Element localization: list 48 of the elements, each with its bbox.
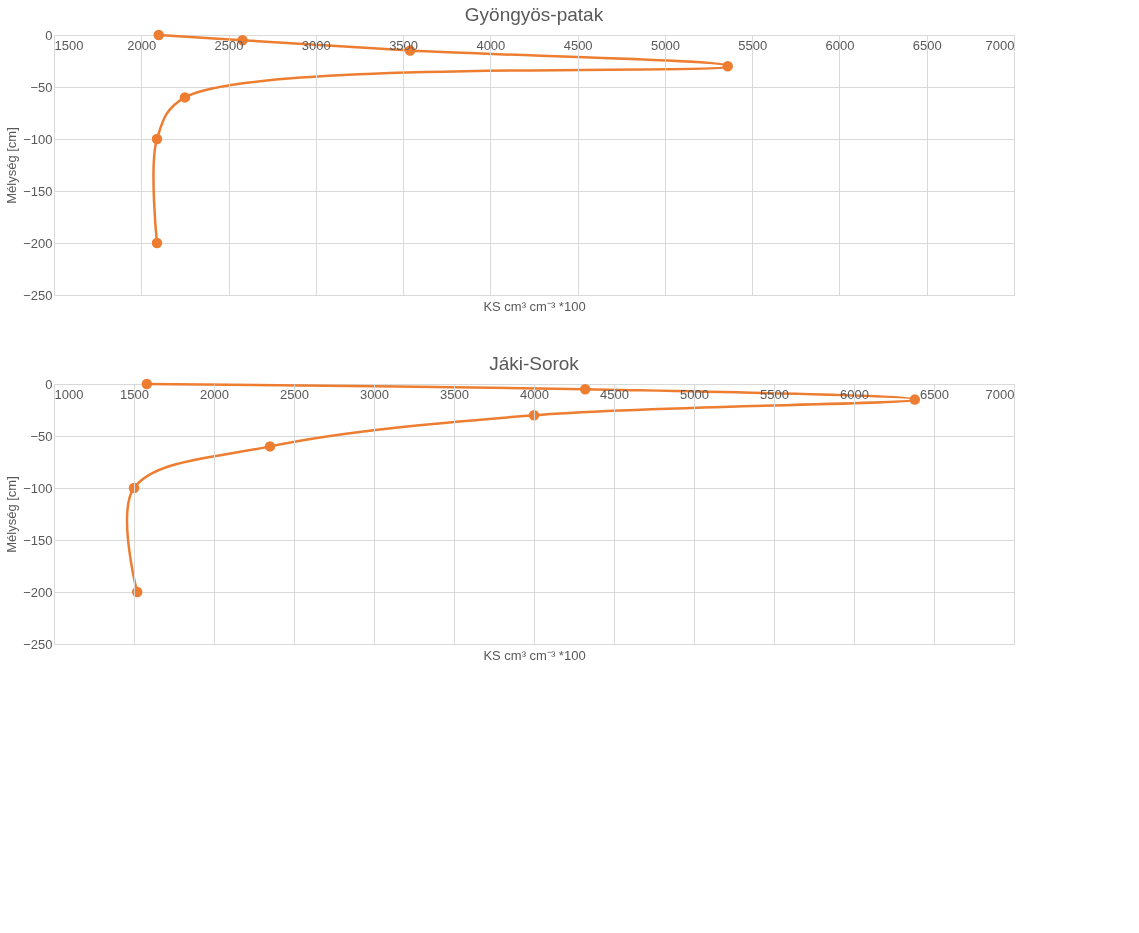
x-tick-label: 3000	[360, 386, 389, 402]
point	[264, 441, 276, 452]
y-tick-label: 0	[45, 376, 53, 392]
y-tick-label: −50	[30, 428, 53, 444]
y-tick-label: −150	[23, 532, 53, 548]
point	[909, 394, 921, 405]
x-tick-label: 1000	[54, 386, 84, 402]
y-tick-label: −100	[23, 480, 53, 496]
y-tick-label: −100	[23, 131, 53, 147]
x-tick-label: 4500	[600, 386, 629, 402]
x-tick-label: 1500	[54, 37, 84, 53]
y-tick-label: 0	[45, 27, 53, 43]
y-tick-label: −50	[30, 79, 53, 95]
x-tick-label: 1500	[120, 386, 149, 402]
x-tick-label: 4500	[563, 37, 593, 53]
y-tick-label: −200	[23, 235, 53, 251]
x-tick-label: 5500	[738, 37, 768, 53]
point	[128, 482, 140, 494]
y-axis-title: Mélység [cm]	[4, 476, 20, 553]
x-axis-title: KS cm³ cm⁻³ *100	[483, 647, 586, 663]
y-tick-label: −250	[23, 636, 53, 652]
x-tick-label: 2500	[214, 37, 244, 53]
x-tick-label: 4000	[520, 386, 549, 402]
point	[151, 237, 163, 249]
x-tick-label: 6000	[825, 37, 855, 53]
x-tick-label: 5000	[650, 37, 680, 53]
x-tick-label: 7000	[985, 37, 1015, 53]
x-tick-label: 6500	[920, 386, 949, 402]
point	[141, 378, 153, 390]
point	[153, 29, 164, 41]
point	[179, 92, 191, 103]
point	[722, 60, 733, 72]
point	[579, 383, 591, 395]
x-axis-title: KS cm³ cm⁻³ *100	[483, 298, 586, 314]
x-tick-label: 2000	[127, 37, 157, 53]
chart-title: Jáki-Sorok	[489, 353, 580, 374]
point	[151, 133, 163, 145]
x-tick-label: 2500	[280, 386, 309, 402]
y-tick-label: −150	[23, 183, 53, 199]
chart-title: Gyöngyös-patak	[464, 4, 604, 25]
x-tick-label: 4000	[476, 37, 506, 53]
x-tick-label: 7000	[985, 386, 1015, 402]
y-tick-label: −250	[23, 287, 53, 303]
y-axis-title: Mélység [cm]	[4, 127, 20, 204]
y-tick-label: −200	[23, 584, 53, 600]
x-tick-label: 2000	[200, 386, 229, 402]
x-tick-label: 6500	[912, 37, 942, 53]
x-tick-label: 3500	[440, 386, 469, 402]
